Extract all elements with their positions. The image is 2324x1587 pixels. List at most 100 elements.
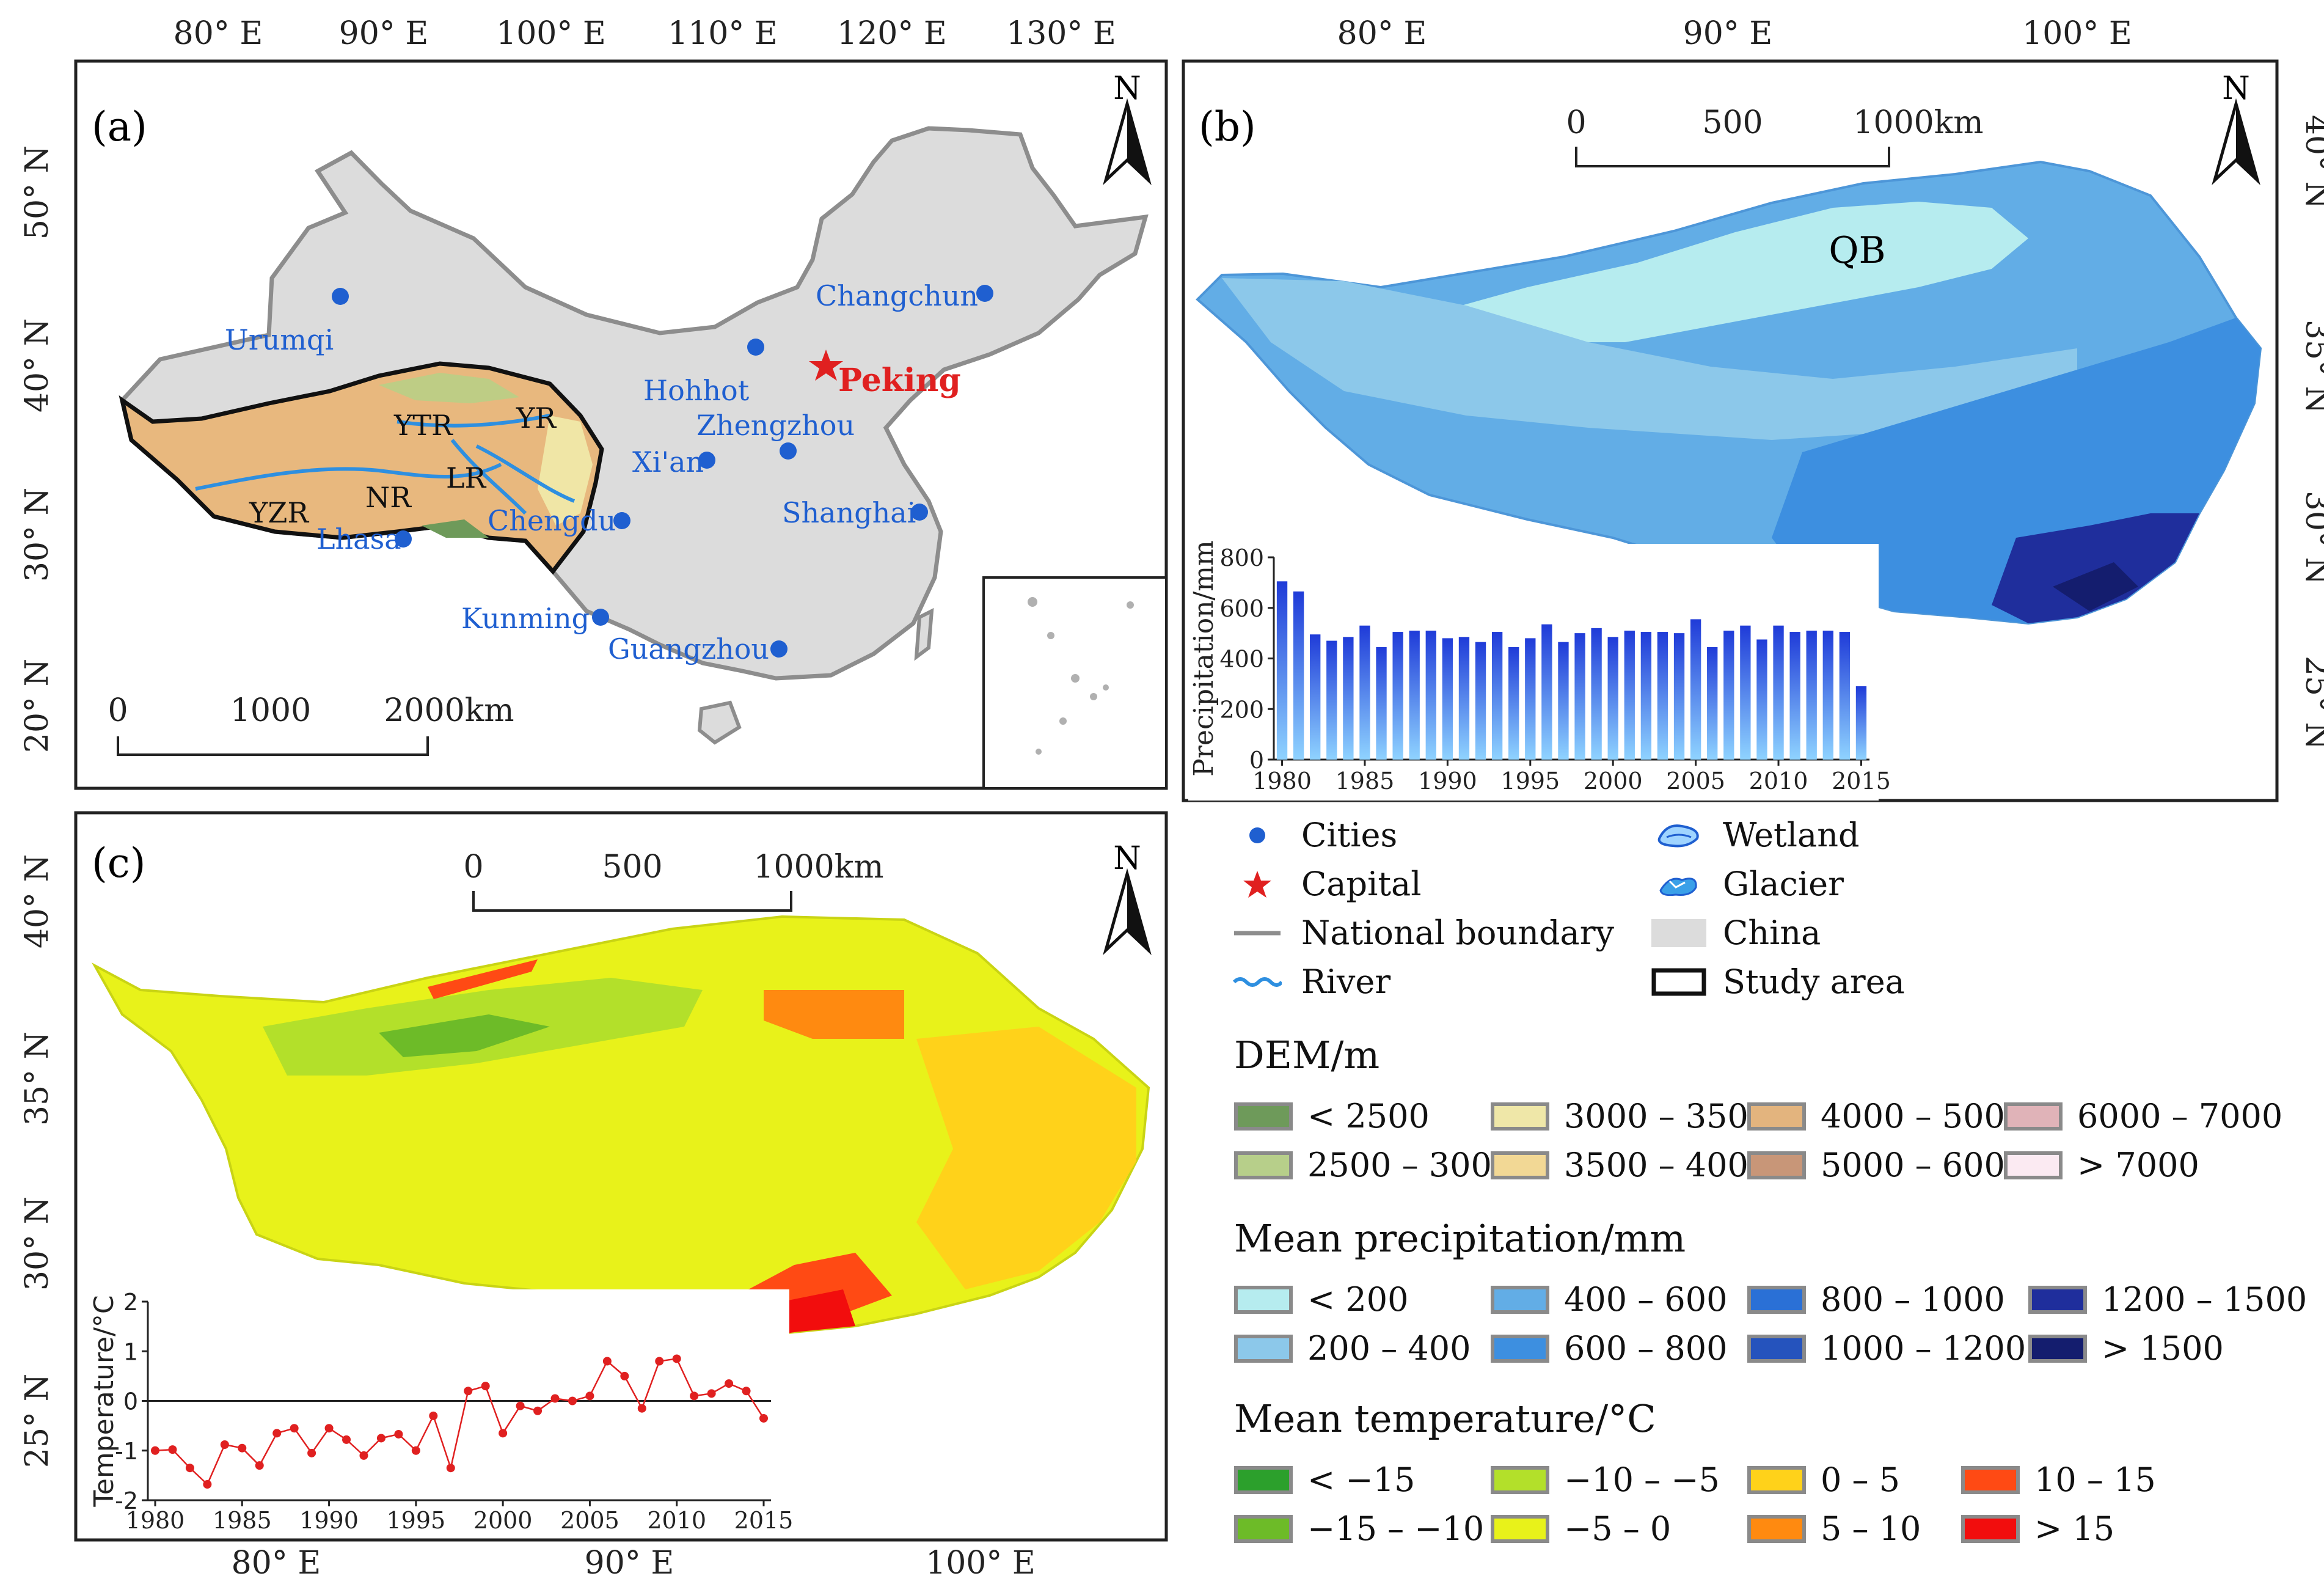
temp-y-tick-label: -2 xyxy=(115,1487,138,1514)
precip-bar xyxy=(1508,647,1519,760)
temp-point xyxy=(742,1387,751,1396)
precip-x-tick-label: 1995 xyxy=(1500,768,1560,794)
temp-point xyxy=(238,1443,247,1453)
precip-x-tick-label: 1990 xyxy=(1418,768,1477,794)
river-label: LR xyxy=(446,461,487,494)
precip-bar xyxy=(1276,581,1288,760)
precip-legend-item: > 1500 xyxy=(2028,1329,2224,1368)
temp-north-edge xyxy=(428,959,538,999)
legend-label: River xyxy=(1301,962,1391,1001)
precip-bar xyxy=(1657,632,1668,760)
river-label: YZR xyxy=(249,496,309,529)
city-label: Chengdu xyxy=(488,504,616,537)
dem-legend-item: 4000 – 5000 xyxy=(1747,1097,2026,1135)
panel-c-left-tick: 25° N xyxy=(19,1374,56,1468)
legend-national-boundary: National boundary xyxy=(1228,914,1614,952)
precip-bar xyxy=(1392,632,1403,760)
temp-y-tick-label: -1 xyxy=(115,1438,138,1465)
panel-a-top-tick: 130° E xyxy=(1006,15,1116,52)
dem-legend-item: 5000 – 6000 xyxy=(1747,1146,2026,1184)
panel-b-right-tick: 40° N xyxy=(2298,115,2324,209)
panel-a-left-tick: 50° N xyxy=(19,145,56,240)
precip-bar xyxy=(1409,630,1420,760)
river-label: YR xyxy=(516,401,557,434)
panel-b-scale-label: 500 xyxy=(1702,104,1763,141)
panel-c-label: (c) xyxy=(92,840,145,887)
panel-b: 80° E 90° E 100° E 40° N 35° N 30° N 25°… xyxy=(1182,15,2324,802)
precip-x-tick-label: 1980 xyxy=(1252,768,1312,794)
temp-point xyxy=(342,1435,351,1444)
panel-a-left-tick: 20° N xyxy=(19,659,56,753)
precip-y-tick-label: 400 xyxy=(1219,646,1264,673)
precip-bar xyxy=(1475,642,1486,760)
north-arrow-icon xyxy=(1103,98,1152,185)
temp-legend-title: Mean temperature/°C xyxy=(1234,1396,1656,1441)
legend-capital: Capital xyxy=(1228,865,1422,903)
temp-point xyxy=(220,1440,229,1449)
panel-b-label: (b) xyxy=(1199,103,1256,150)
precip-y-tick-label: 600 xyxy=(1219,595,1264,622)
precip-legend-title: Mean precipitation/mm xyxy=(1234,1216,1686,1261)
precip-bar xyxy=(1707,647,1718,760)
panel-b-top-tick: 80° E xyxy=(1337,15,1427,52)
temp-point xyxy=(602,1357,612,1366)
precip-x-tick-label: 2005 xyxy=(1666,768,1725,794)
south-china-sea-inset xyxy=(982,576,1167,790)
capital-star-icon xyxy=(809,350,843,381)
panel-a-top-tick: 120° E xyxy=(837,15,947,52)
panel-b-scale-label: 1000km xyxy=(1853,104,1983,141)
legend-cities: Cities xyxy=(1228,816,1397,854)
temp-point xyxy=(255,1461,264,1470)
taiwan-island xyxy=(914,607,934,661)
panel-b-top-tick: 90° E xyxy=(1683,15,1773,52)
precip-bar xyxy=(1574,633,1585,760)
panel-a-top-tick: 110° E xyxy=(668,15,778,52)
panel-a-left-tick: 40° N xyxy=(19,318,56,412)
panel-c-scale-label: 1000km xyxy=(753,849,883,885)
precip-bar xyxy=(1310,634,1321,760)
precip-bar xyxy=(1690,619,1701,760)
study-area-dem xyxy=(119,361,604,575)
city-dot-icon xyxy=(1228,826,1287,845)
temp-point xyxy=(707,1389,716,1398)
legend-study-area: Study area xyxy=(1650,962,1905,1001)
precip-bar xyxy=(1624,630,1635,760)
city-label: Kunming xyxy=(461,602,590,635)
precip-bar xyxy=(1640,632,1652,760)
hainan-island xyxy=(697,700,742,745)
temp-point xyxy=(151,1446,159,1455)
legend-river: River xyxy=(1228,962,1390,1001)
precip-legend-item: 800 – 1000 xyxy=(1747,1280,2005,1319)
precip-bar xyxy=(1839,632,1851,760)
temp-point xyxy=(272,1429,282,1438)
temp-point xyxy=(394,1429,403,1439)
dem-forest-south xyxy=(422,519,489,538)
temp-point xyxy=(359,1451,368,1460)
dem-legend-item: 2500 – 3000 xyxy=(1234,1146,1513,1184)
precip-bar xyxy=(1806,630,1817,760)
temp-x-tick-label: 1985 xyxy=(213,1507,272,1534)
precip-bar xyxy=(1442,638,1453,760)
city-label: Xi'an xyxy=(632,445,704,478)
temp-y-tick-label: 1 xyxy=(123,1338,138,1365)
temp-x-tick-label: 2010 xyxy=(647,1507,706,1534)
precip-bar xyxy=(1855,686,1867,760)
temp-point xyxy=(568,1396,577,1406)
temp-point xyxy=(185,1464,194,1473)
temp-x-tick-label: 1980 xyxy=(126,1507,185,1534)
panel-a-scale-label: 0 xyxy=(108,692,128,729)
precip-bar xyxy=(1773,625,1784,760)
capital-star-icon xyxy=(1228,870,1287,899)
inset-islands xyxy=(1028,597,1134,755)
legend-label: National boundary xyxy=(1301,914,1615,952)
panel-c-left-tick: 30° N xyxy=(19,1197,56,1291)
precip-bar xyxy=(1789,632,1800,760)
precip-bar xyxy=(1359,625,1370,760)
river-wave-icon xyxy=(1228,975,1287,989)
temp-point xyxy=(759,1413,768,1423)
precip-x-tick-label: 2015 xyxy=(1832,768,1891,794)
panel-a-left-tick: 30° N xyxy=(19,488,56,582)
precip-y-axis-title: Precipitation/mm xyxy=(1188,540,1219,776)
panel-b-right-tick: 35° N xyxy=(2298,320,2324,414)
panel-a-scale-bar xyxy=(117,736,429,756)
